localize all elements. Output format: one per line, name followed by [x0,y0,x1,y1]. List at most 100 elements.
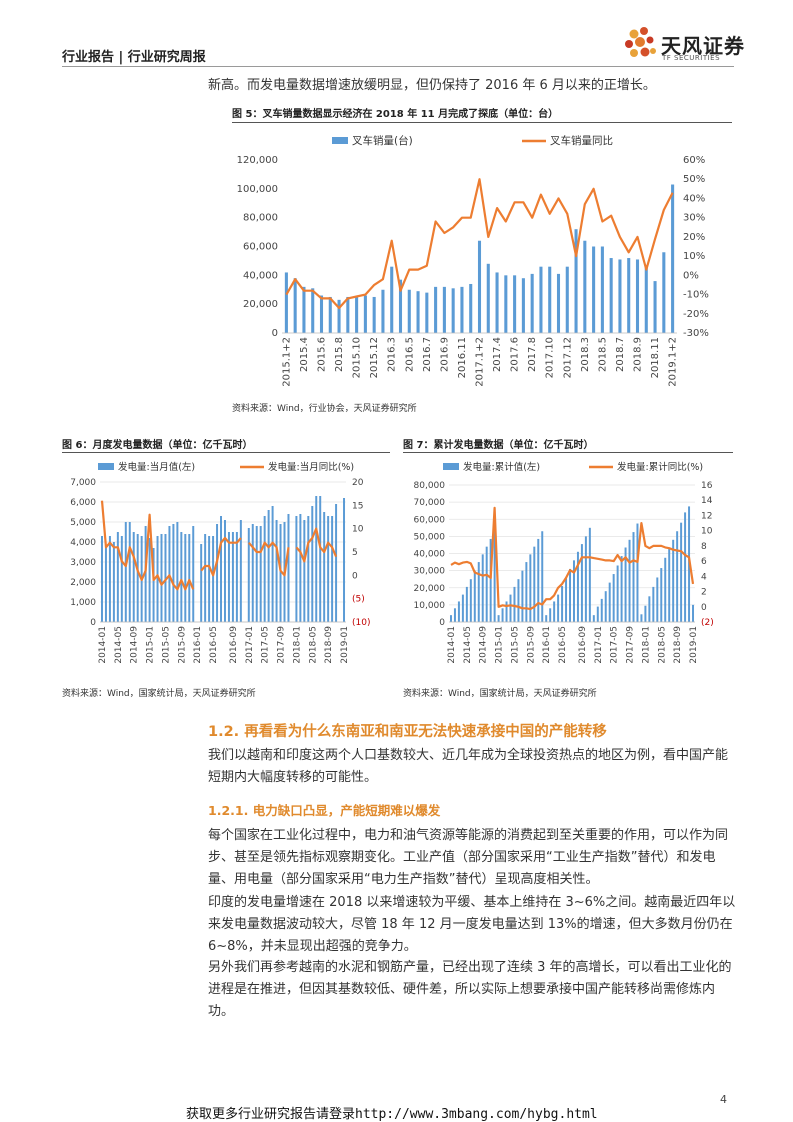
fig5-chart: 叉车销量(台) 叉车销量同比 0 20,000 40,000 60,000 80,000 10… [237,134,709,387]
intro-line: 新高。而发电量数据增速放缓明显，但仍保持了 2016 年 6 月以来的正增长。 [208,78,656,93]
bar [275,520,278,622]
y-right-tick-label: 4 [701,572,707,582]
x-tick-label: 2014-01 [98,626,108,664]
bar [521,570,524,622]
bar [616,565,619,622]
y-right-tick-label: 0% [683,270,699,281]
bar [337,299,341,333]
bar [112,542,115,622]
y-right-tick-label: 10 [701,527,713,537]
x-tick-label: 2016.11 [457,337,468,378]
bar [668,548,671,622]
fig7-chart: 发电量:累计值(左) 发电量:累计同比(%) 0 10,000 20,000 30,000… [414,461,714,664]
x-tick-label: 2019.1+2 [668,337,679,387]
bar [461,594,464,622]
bar [363,295,367,333]
y-right-tick-label: 10 [352,525,364,535]
x-tick-label: 2015-01 [495,626,505,664]
x-tick-label: 2019-01 [689,626,699,664]
x-tick-label: 2015-01 [146,626,156,664]
x-tick-label: 2015-09 [177,626,187,664]
x-tick-label: 2016-01 [542,626,552,664]
y-left-tick-label: 100,000 [237,184,278,195]
bar [223,520,226,622]
bar [604,591,607,622]
fig6-title: 图 6：月度发电量数据（单位：亿千瓦时） [62,440,253,451]
bar [530,273,534,333]
x-tick-label: 2018.11 [650,337,661,378]
y-right-tick-label: -30% [683,328,709,339]
bar [192,526,195,622]
bar [608,582,611,622]
x-tick-label: 2018.7 [615,337,626,372]
bar [525,562,528,622]
bar [116,532,119,622]
bar [120,536,123,622]
bar [609,258,613,333]
bar [425,292,429,333]
y-right-tick-label: (2) [701,618,714,628]
bar [493,531,496,622]
logo-subtext: TF SECURITIES [662,54,721,62]
header-divider [62,66,734,67]
bar [556,273,561,333]
y-left-tick-label: 7,000 [70,478,96,488]
bar [561,586,564,622]
paragraph-2: 印度的发电量增速在 2018 以来增速较为平缓、基本上维持在 3~6%之间。越南… [208,895,736,954]
x-tick-label: 2018-05 [308,626,318,664]
x-tick-label: 2016.5 [404,337,415,372]
fig7-title: 图 7：累计发电量数据（单位：亿千瓦时） [403,440,594,451]
bar [104,546,107,622]
bar [600,246,604,333]
bar [486,263,490,333]
bar [136,534,139,622]
bar [644,265,648,333]
bar [442,286,446,333]
bar [648,596,651,622]
series-line [285,178,674,310]
bar [489,538,492,622]
y-left-tick-label: 20,000 [243,299,278,310]
bar [539,266,543,333]
y-left-tick-label: 50,000 [414,532,446,542]
footer-link[interactable]: 获取更多行业研究报告请登录http://www.3mbang.com/hybg.… [186,1107,598,1122]
y-right-tick-label: 40% [683,193,705,204]
x-tick-label: 2018.5 [597,337,608,372]
bar [572,560,575,622]
y-left-tick-label: 70,000 [414,498,446,508]
y-right-tick-label: 50% [683,174,705,185]
x-tick-label: 2017-05 [261,626,271,664]
fig6-title-rule [62,452,390,453]
x-tick-label: 2014-01 [447,626,457,664]
fig5-title-rule [232,122,732,123]
y-right-tick-label: (5) [352,595,365,605]
x-tick-label: 2018-05 [657,626,667,664]
y-left-tick-label: 6,000 [70,498,96,508]
bar [457,601,460,622]
bar [204,534,207,622]
bar [319,496,322,622]
bar [390,266,394,333]
bar [584,536,587,622]
bar [263,516,266,622]
bar [624,547,627,622]
bar [505,601,508,622]
bar [596,606,599,622]
bar [220,516,223,622]
x-tick-label: 2015.12 [369,337,380,378]
bar [684,512,687,622]
bar [565,266,569,333]
bar [680,522,683,622]
bar [328,296,332,333]
bar [307,516,310,622]
bar [565,577,568,622]
bar [434,286,438,333]
fig6-chart: 发电量:当月值(左) 发电量:当月同比(%) 0 1,000 2,000 3,000 4,0… [70,461,370,664]
subsection-title: 1.2.1. 电力缺口凸显，产能短期难以爆发 [208,803,441,818]
x-tick-label: 2018-01 [641,626,651,664]
y-left-tick-label: 40,000 [414,550,446,560]
legend-bar-swatch [332,137,348,144]
section-title: 1.2. 再看看为什么东南亚和南亚无法快速承接中国的产能转移 [208,724,607,740]
bar [156,536,159,622]
y-right-tick-label: 10% [683,251,705,262]
